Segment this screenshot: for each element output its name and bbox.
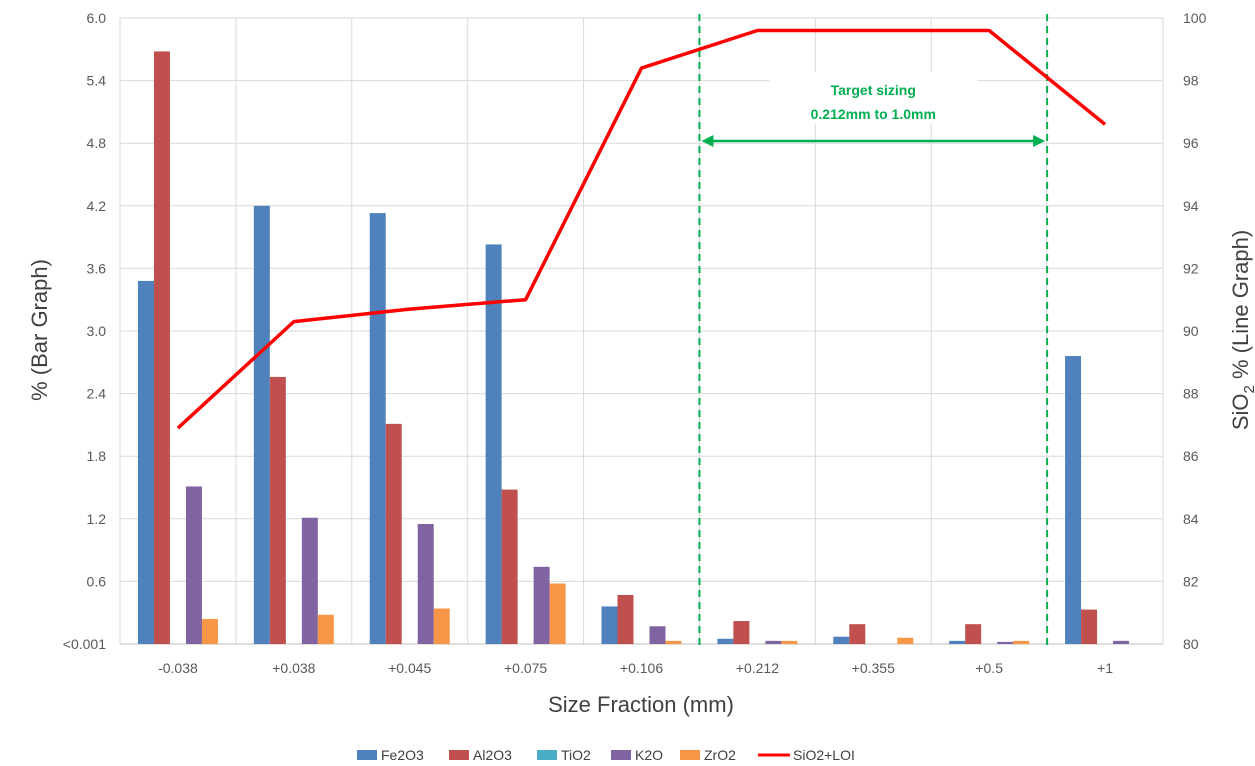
y-left-tick-label: <0.001 <box>63 636 106 652</box>
x-tick-label: +0.355 <box>852 660 895 676</box>
line-sio2-loi <box>176 28 1107 430</box>
legend-swatch-fe2o3 <box>357 750 377 760</box>
bar-al2o3-+0.038 <box>269 376 286 644</box>
bar-k2o-+0.075 <box>533 566 550 644</box>
y-right-tick-label: 82 <box>1183 573 1199 589</box>
bar-fe2o3-+0.355 <box>833 636 850 644</box>
legend-label-k2o: K2O <box>635 747 663 763</box>
y-right-tick-label: 100 <box>1183 10 1207 26</box>
bar-zro2-+0.212 <box>781 640 798 644</box>
x-tick-label: +1 <box>1097 660 1113 676</box>
x-tick-label: +0.038 <box>272 660 315 676</box>
bar-zro2-+0.106 <box>665 640 682 644</box>
bar-al2o3-+1 <box>1081 609 1098 644</box>
y-left-tick-label: 3.0 <box>87 323 107 339</box>
y-left-tick-label: 4.8 <box>87 135 107 151</box>
y-right-tick-label: 84 <box>1183 511 1199 527</box>
bar-zro2-+0.075 <box>549 583 566 644</box>
y-right-tick-label: 90 <box>1183 323 1199 339</box>
bar-k2o-+0.045 <box>417 524 434 644</box>
y-right-tick-label: 94 <box>1183 198 1199 214</box>
y-right-tick-label: 98 <box>1183 73 1199 89</box>
bar-k2o-+0.212 <box>765 640 782 644</box>
bar-fe2o3-+0.212 <box>717 638 734 644</box>
bar-al2o3-+0.106 <box>617 594 634 644</box>
target-zone: Target sizing 0.212mm to 1.0mm <box>698 14 1049 650</box>
y-right-tick-label: 92 <box>1183 260 1199 276</box>
x-axis-title: Size Fraction (mm) <box>548 692 734 717</box>
y-left-tick-label: 4.2 <box>87 198 107 214</box>
legend-swatch-k2o <box>611 750 631 760</box>
bar-zro2--0.038 <box>201 618 218 644</box>
legend-label-fe2o3: Fe2O3 <box>381 747 424 763</box>
legend-swatch-zro2 <box>680 750 700 760</box>
bar-k2o-+0.038 <box>301 517 318 644</box>
y-axis-left-title: % (Bar Graph) <box>27 259 52 401</box>
bar-k2o--0.038 <box>185 486 202 644</box>
bar-fe2o3--0.038 <box>137 280 154 644</box>
bar-zro2-+0.038 <box>317 614 334 644</box>
x-tick-label: +0.212 <box>736 660 779 676</box>
bars <box>137 51 1130 645</box>
y-axis-right-title-part2: % (Line Graph) <box>1228 230 1253 385</box>
legend-label-zro2: ZrO2 <box>704 747 736 763</box>
y-left-tick-label: 2.4 <box>87 386 107 402</box>
bar-al2o3-+0.355 <box>849 624 866 644</box>
y-left-tick-label: 5.4 <box>87 73 107 89</box>
x-tick-label: +0.045 <box>388 660 431 676</box>
bar-al2o3--0.038 <box>153 51 170 645</box>
y-right-tick-label: 96 <box>1183 135 1199 151</box>
target-label-line1: Target sizing <box>831 82 916 98</box>
x-tick-label: -0.038 <box>158 660 198 676</box>
legend-label-sio2-loi: SiO2+LOI <box>793 747 855 763</box>
x-tick-label: +0.5 <box>975 660 1003 676</box>
y-left-tick-label: 3.6 <box>87 260 107 276</box>
gridlines <box>119 17 1164 645</box>
y-axis-right-title: SiO2 % (Line Graph) <box>1228 230 1255 430</box>
line-series <box>176 28 1107 430</box>
bar-al2o3-+0.212 <box>733 621 750 644</box>
x-axis-ticks: -0.038 +0.038 +0.045 +0.075 +0.106 +0.212 +0.3… <box>158 660 1113 676</box>
bar-fe2o3-+1 <box>1065 356 1082 644</box>
bar-fe2o3-+0.075 <box>485 244 502 645</box>
legend-swatch-al2o3 <box>449 750 469 760</box>
y-left-tick-label: 6.0 <box>87 10 107 26</box>
y-axis-right-title-part1: SiO <box>1228 393 1253 430</box>
target-label-line2: 0.212mm to 1.0mm <box>811 106 936 122</box>
bar-zro2-+0.355 <box>897 637 914 644</box>
y-left-tick-label: 0.6 <box>87 573 107 589</box>
y-right-tick-label: 86 <box>1183 448 1199 464</box>
target-arrow-left-head <box>701 135 714 147</box>
legend-swatch-tio2 <box>537 750 557 760</box>
bar-zro2-+0.5 <box>1013 640 1030 644</box>
right-axis-ticks: 80 82 84 86 88 90 92 94 96 98 100 <box>1183 10 1207 652</box>
bar-zro2-+0.045 <box>433 608 450 644</box>
bar-fe2o3-+0.106 <box>601 606 618 644</box>
x-tick-label: +0.075 <box>504 660 547 676</box>
target-arrow-right-head <box>1033 135 1046 147</box>
bar-k2o-+0.106 <box>649 626 666 644</box>
bar-k2o-+0.5 <box>997 641 1014 644</box>
bar-fe2o3-+0.038 <box>253 205 270 645</box>
legend: Fe2O3 Al2O3 TiO2 K2O ZrO2 SiO2+LOI <box>357 747 855 763</box>
legend-label-tio2: TiO2 <box>561 747 591 763</box>
left-axis-ticks: <0.001 0.6 1.2 1.8 2.4 3.0 3.6 4.2 4.8 5.4 6.0 <box>63 10 106 652</box>
bar-al2o3-+0.075 <box>501 489 518 644</box>
bar-k2o-+1 <box>1113 640 1130 644</box>
y-axis-right-title-subscript: 2 <box>1241 385 1255 393</box>
y-left-tick-label: 1.2 <box>87 511 107 527</box>
bar-fe2o3-+0.045 <box>369 213 386 644</box>
y-left-tick-label: 1.8 <box>87 448 107 464</box>
y-right-tick-label: 80 <box>1183 636 1199 652</box>
y-right-tick-label: 88 <box>1183 386 1199 402</box>
bar-al2o3-+0.5 <box>965 624 982 644</box>
legend-label-al2o3: Al2O3 <box>473 747 512 763</box>
x-tick-label: +0.106 <box>620 660 663 676</box>
bar-al2o3-+0.045 <box>385 423 402 644</box>
target-label-background <box>769 72 978 124</box>
bar-fe2o3-+0.5 <box>949 640 966 644</box>
